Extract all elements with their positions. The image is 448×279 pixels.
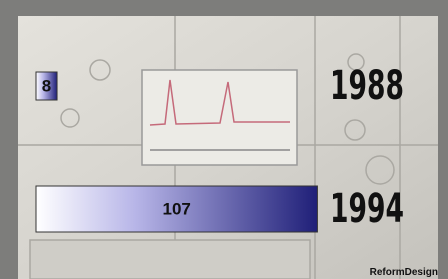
value-label: 107 bbox=[163, 199, 191, 218]
category-label: 1994 bbox=[330, 186, 404, 232]
category-label: 1988 bbox=[330, 63, 404, 109]
chart: ReformDesign 8 1988 107 1994 bbox=[0, 0, 448, 279]
value-label: 8 bbox=[42, 76, 51, 95]
source-credit: ReformDesign bbox=[370, 267, 438, 278]
page: {"chart_data": {"type": "bar", "orientat… bbox=[0, 0, 448, 279]
